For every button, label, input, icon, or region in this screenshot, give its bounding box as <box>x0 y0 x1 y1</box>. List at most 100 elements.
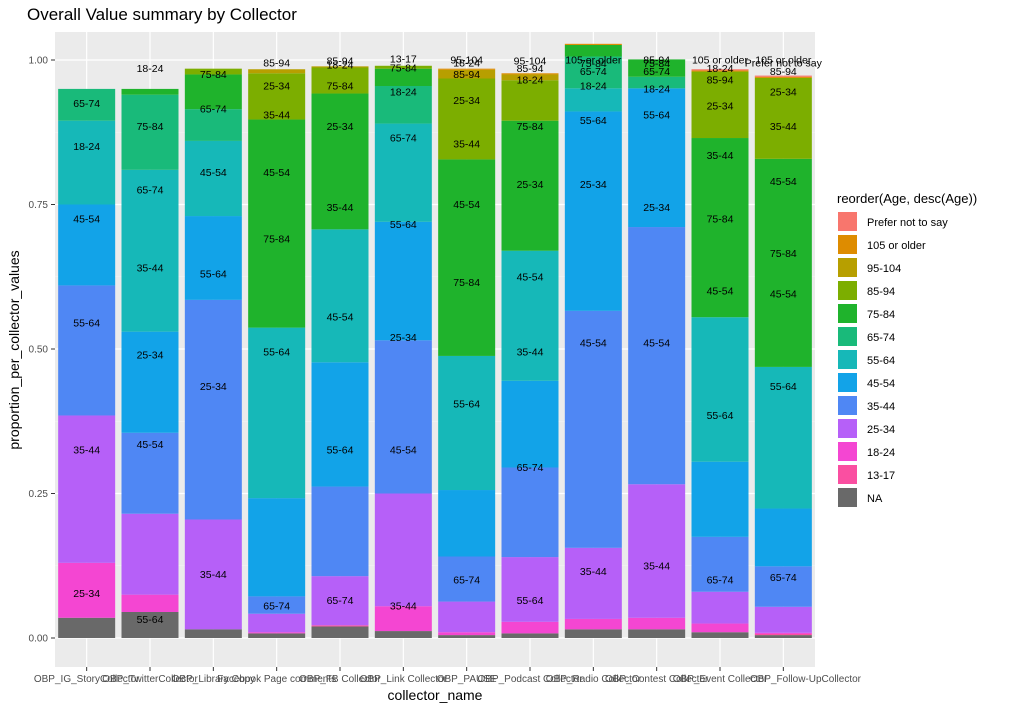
legend-label: Prefer not to say <box>867 217 948 229</box>
legend-label: 65-74 <box>867 332 895 344</box>
segment-label: 55-64 <box>770 381 797 393</box>
segment-label: 75-84 <box>200 69 227 81</box>
bar-segment <box>374 65 432 69</box>
bar-segment <box>438 601 496 633</box>
bar-segment <box>121 432 179 514</box>
segment-label: 65-74 <box>707 575 734 587</box>
segment-label: 35-44 <box>327 202 354 214</box>
segment-label: 55-64 <box>137 614 164 626</box>
legend-title: reorder(Age, desc(Age)) <box>837 191 977 206</box>
bar-segment <box>184 216 242 300</box>
bar-segment <box>691 461 749 537</box>
segment-label: 35-44 <box>580 566 607 578</box>
segment-label: 35-44 <box>73 445 100 457</box>
x-tick-label: OBP_PAUSE <box>437 674 497 685</box>
segment-label: 85-94 <box>770 66 797 78</box>
bar-segment <box>754 606 812 633</box>
bar-segment <box>628 88 686 228</box>
segment-label: 45-54 <box>770 176 797 188</box>
bar-segment <box>501 120 559 251</box>
bar-segment <box>121 513 179 595</box>
bar-segment <box>564 547 622 619</box>
segment-label: 35-44 <box>263 109 290 121</box>
bar-segment <box>691 138 749 318</box>
segment-label: Prefer not to say <box>745 57 823 69</box>
segment-label: 13-17 <box>390 53 417 65</box>
bar-segment <box>754 158 812 367</box>
bar-segment <box>501 621 559 634</box>
legend-label: 85-94 <box>867 286 895 298</box>
segment-label: 65-74 <box>137 185 164 197</box>
bar-segment <box>754 77 812 159</box>
legend-label: 95-104 <box>867 263 901 275</box>
bar-segment <box>121 94 179 170</box>
segment-label: 35-44 <box>200 569 227 581</box>
segment-label: 35-44 <box>390 601 417 613</box>
bar-segment <box>374 631 432 638</box>
bar-segment <box>58 204 116 286</box>
bar-segment <box>691 591 749 624</box>
legend-swatch <box>838 350 857 369</box>
bar-segment <box>311 362 369 487</box>
bar-segment <box>628 629 686 638</box>
bar-labels: 25-34 35-44 55-64 45-54 18-24 65-74 55-64 45-54… <box>73 53 822 626</box>
segment-label: 18-24 <box>453 57 480 69</box>
segment-label: 25-34 <box>707 101 734 113</box>
bar-segment <box>628 76 686 89</box>
bar-segment <box>501 467 559 558</box>
x-tick-label: OBP_FB Collector <box>299 674 381 685</box>
bar-segment <box>691 632 749 638</box>
bar-segment <box>248 327 306 499</box>
bar-segment <box>374 493 432 607</box>
x-tick-label: OBP_Contest Collector <box>605 674 709 685</box>
legend-swatch <box>838 304 857 323</box>
legend: reorder(Age, desc(Age)) Prefer not to sa… <box>837 191 977 507</box>
x-tick-label: OBP_Library Copy <box>172 674 255 685</box>
segment-label: 105 or older <box>755 55 812 67</box>
bar-segment <box>564 56 622 89</box>
bar-segment <box>248 632 306 634</box>
segment-label: 55-64 <box>453 398 480 410</box>
bar-segment <box>248 69 306 74</box>
bar-segment <box>248 596 306 614</box>
segment-label: 75-84 <box>580 58 607 70</box>
legend-swatch <box>838 327 857 346</box>
bar-segment <box>311 67 369 94</box>
segment-label: 45-54 <box>770 289 797 301</box>
segment-label: 55-64 <box>580 115 607 127</box>
segment-label: 85-94 <box>707 75 734 87</box>
bar-segment <box>374 123 432 222</box>
bar-segment <box>184 140 242 217</box>
segment-label: 75-84 <box>390 63 417 75</box>
segment-label: 55-64 <box>327 445 354 457</box>
bar-segment <box>754 566 812 607</box>
segment-label: 75-84 <box>263 234 290 246</box>
chart-title: Overall Value summary by Collector <box>27 5 297 24</box>
segment-label: 65-74 <box>453 575 480 587</box>
segment-label: 18-24 <box>327 60 354 72</box>
segment-label: 18-24 <box>643 83 670 95</box>
bar-segment <box>248 119 306 328</box>
bar-segment <box>121 331 179 433</box>
segment-label: 65-74 <box>770 572 797 584</box>
segment-label: 18-24 <box>517 75 544 87</box>
segment-label: 25-34 <box>580 179 607 191</box>
bar-segment <box>691 623 749 633</box>
bar-segment <box>564 88 622 112</box>
y-tick-label: 0.50 <box>29 345 49 356</box>
x-tick-label: Facebook Page comments <box>217 674 336 685</box>
segment-label: 55-64 <box>263 346 290 358</box>
segment-label: 25-34 <box>643 202 670 214</box>
bar-segment <box>501 557 559 622</box>
bar-segment <box>501 73 559 75</box>
y-axis-title: proportion_per_collector_values <box>6 250 22 449</box>
bar-segment <box>691 536 749 592</box>
segment-label: 105 or older <box>565 55 622 67</box>
bar-segment <box>121 88 179 95</box>
segment-label: 45-54 <box>453 199 480 211</box>
segment-label: 65-74 <box>580 66 607 78</box>
bar-segment <box>438 159 496 356</box>
bar-segment <box>184 299 242 520</box>
bar-segment <box>184 519 242 630</box>
bar-segment <box>691 69 749 71</box>
